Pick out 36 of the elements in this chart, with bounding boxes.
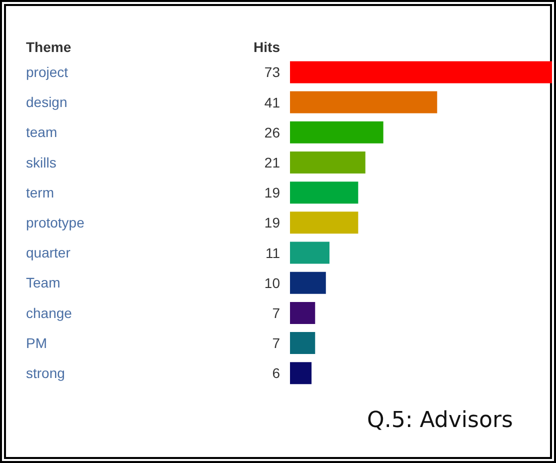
y-tick-label: Team (26, 274, 60, 291)
data-label: 11 (265, 244, 280, 261)
data-label: 7 (272, 304, 280, 321)
bar (290, 151, 366, 174)
y-tick-label: change (26, 304, 72, 321)
y-tick-label: team (26, 124, 58, 140)
bar (290, 272, 326, 294)
data-label: 10 (264, 274, 280, 291)
data-label: 19 (264, 214, 280, 231)
y-tick-label: skills (26, 154, 56, 170)
bar (290, 121, 384, 144)
bar (290, 182, 358, 204)
bar (290, 242, 330, 264)
data-label: 73 (264, 64, 280, 80)
x-axis-title: Hits (254, 39, 280, 55)
data-label: 7 (272, 335, 280, 352)
data-label: 21 (264, 154, 280, 170)
y-axis-title: Theme (26, 39, 72, 55)
bar (290, 212, 358, 234)
text: Q.5: Advisors (367, 408, 513, 433)
bar (290, 362, 312, 384)
y-tick-label: prototype (26, 214, 85, 230)
y-tick-label: strong (26, 364, 65, 381)
data-label: 41 (264, 94, 280, 110)
y-tick-label: quarter (26, 244, 71, 261)
y-tick-label: term (26, 184, 54, 200)
y-tick-label: PM (26, 334, 47, 351)
data-label: 19 (264, 184, 280, 201)
y-tick-label: design (26, 94, 68, 110)
y-tick-label: project (26, 64, 68, 80)
bar (290, 332, 316, 354)
data-label: 6 (272, 365, 280, 382)
bar (290, 302, 316, 324)
data-label: 26 (264, 124, 280, 140)
bar (290, 61, 552, 84)
bar (290, 91, 438, 114)
